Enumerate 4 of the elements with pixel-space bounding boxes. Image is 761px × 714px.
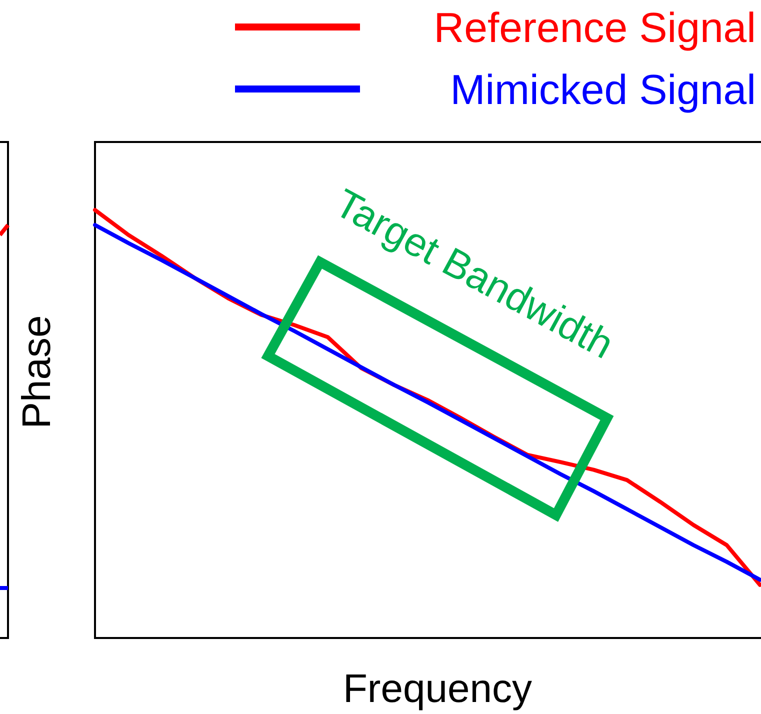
y-axis-title: Phase	[15, 315, 59, 429]
legend-label: Reference Signal	[434, 4, 756, 51]
x-axis-title: Frequency	[343, 667, 532, 711]
legend-label: Mimicked Signal	[450, 66, 756, 113]
